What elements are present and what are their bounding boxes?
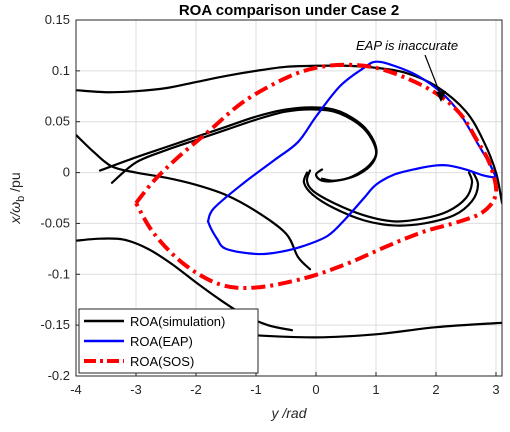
y-tick-label: -0.1 bbox=[48, 266, 70, 281]
y-tick-label: 0.05 bbox=[45, 114, 70, 129]
series-simulation-curve bbox=[110, 108, 378, 184]
y-tick-label: -0.15 bbox=[40, 317, 70, 332]
y-tick-label: -0.05 bbox=[40, 215, 70, 230]
legend-label-simulation: ROA(simulation) bbox=[130, 314, 225, 329]
chart-title: ROA comparison under Case 2 bbox=[179, 2, 399, 19]
y-tick-label: 0 bbox=[63, 165, 70, 180]
x-tick-label: -4 bbox=[70, 382, 82, 397]
series-sos-curve bbox=[134, 62, 499, 291]
axes-box bbox=[75, 19, 503, 377]
x-tick-label: -1 bbox=[250, 382, 262, 397]
legend-label-eap: ROA(EAP) bbox=[130, 334, 193, 349]
annotation-arrow-line bbox=[424, 54, 442, 97]
y-tick-label: 0.15 bbox=[45, 12, 70, 27]
series-simulation-curve bbox=[76, 133, 312, 271]
annotation-text: EAP is inaccurate bbox=[356, 38, 458, 53]
series-simulation-curve bbox=[305, 169, 474, 223]
annotation: EAP is inaccurate bbox=[356, 38, 458, 102]
x-tick-label: 0 bbox=[312, 382, 319, 397]
legend: ROA(simulation) ROA(EAP) ROA(SOS) bbox=[78, 308, 259, 374]
x-tick-label: 1 bbox=[372, 382, 379, 397]
y-tick-label: 0.1 bbox=[52, 63, 70, 78]
y-axis-label-var: x/ bbox=[7, 211, 23, 225]
x-tick-label: 2 bbox=[432, 382, 439, 397]
x-tick-label: -2 bbox=[190, 382, 202, 397]
y-axis-label-symbol: ω bbox=[7, 202, 23, 213]
series-simulation-curve bbox=[302, 171, 480, 227]
x-axis-label: y /rad bbox=[270, 405, 307, 421]
x-tick-label: -3 bbox=[130, 382, 142, 397]
y-axis-label-unit: /pu bbox=[7, 172, 23, 195]
series-eap-curve bbox=[206, 60, 498, 223]
series-eap-curve bbox=[206, 163, 498, 256]
y-tick-labels: -0.2 -0.15 -0.1 -0.05 0 0.05 0.1 0.15 bbox=[40, 12, 80, 383]
y-axis-label-subscript: b bbox=[15, 196, 27, 202]
annotation-arrow-head bbox=[436, 91, 446, 102]
x-tick-labels: -4 -3 -2 -1 0 1 2 3 bbox=[70, 372, 500, 397]
series-sos bbox=[134, 62, 499, 291]
y-axis-label: x/ωb /pu bbox=[7, 172, 27, 224]
y-tick-label: -0.2 bbox=[48, 368, 70, 383]
series-eap bbox=[206, 60, 498, 256]
legend-label-sos: ROA(SOS) bbox=[130, 354, 194, 369]
x-tick-label: 3 bbox=[492, 382, 499, 397]
